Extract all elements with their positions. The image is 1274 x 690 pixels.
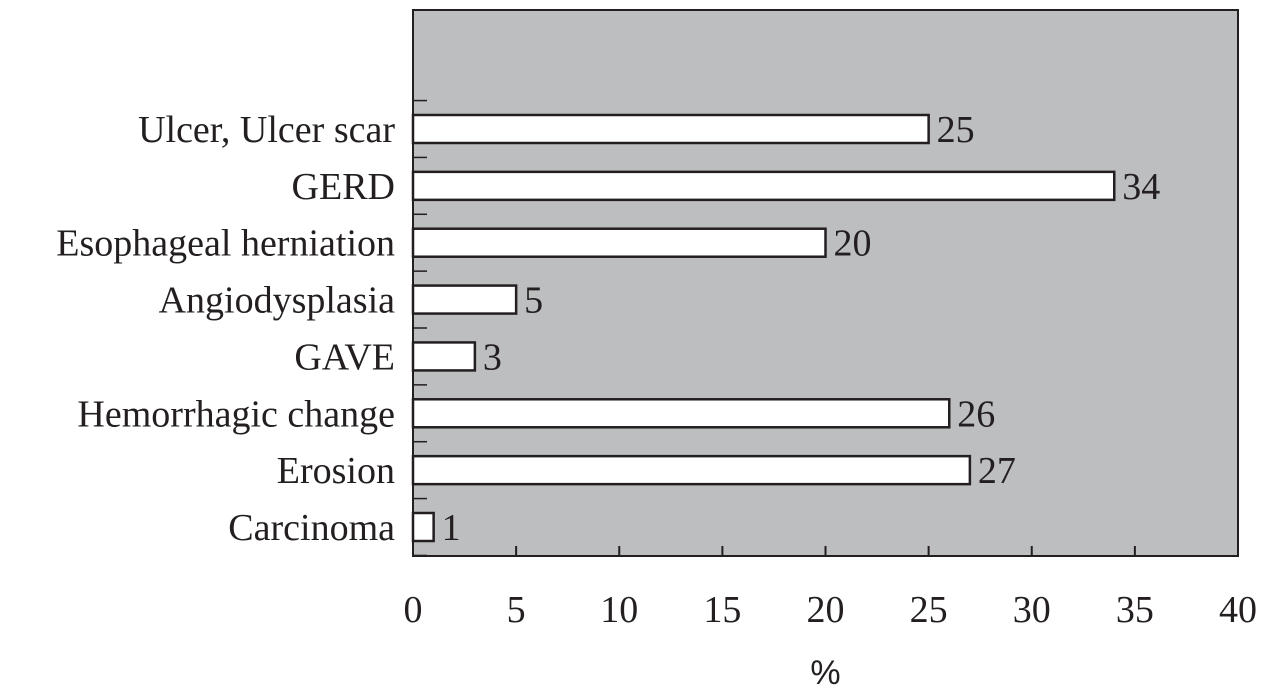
x-tick-label: 5 bbox=[507, 589, 526, 631]
value-label: 20 bbox=[834, 223, 872, 265]
category-label: Erosion bbox=[277, 450, 395, 492]
x-tick-label: 40 bbox=[1219, 589, 1257, 631]
x-tick-label: 25 bbox=[910, 589, 948, 631]
x-tick-label: 15 bbox=[703, 589, 741, 631]
bar bbox=[411, 227, 827, 258]
bar bbox=[411, 454, 972, 486]
value-label: 26 bbox=[957, 393, 995, 435]
bar bbox=[411, 284, 518, 315]
x-tick-label: 30 bbox=[1013, 589, 1051, 631]
category-label: GERD bbox=[292, 166, 395, 208]
bar bbox=[411, 113, 930, 145]
x-axis-ticks bbox=[412, 546, 1239, 556]
bar bbox=[411, 341, 477, 372]
value-label: 5 bbox=[524, 280, 543, 322]
x-tick-label: 35 bbox=[1116, 589, 1154, 631]
bars bbox=[411, 113, 1116, 543]
value-label: 34 bbox=[1122, 166, 1160, 208]
y-axis-ticks bbox=[413, 99, 427, 557]
category-label: GAVE bbox=[294, 336, 395, 378]
value-label: 25 bbox=[937, 109, 975, 151]
x-axis-title: % bbox=[810, 654, 840, 690]
x-tick-labels: 0 5 10 15 20 25 30 35 40 bbox=[404, 589, 1258, 631]
category-label: Esophageal herniation bbox=[56, 223, 395, 265]
value-label: 27 bbox=[978, 450, 1016, 492]
value-label: 3 bbox=[483, 336, 502, 378]
category-label: Carcinoma bbox=[228, 507, 395, 549]
category-label: Ulcer, Ulcer scar bbox=[138, 109, 395, 151]
value-label: 1 bbox=[442, 507, 461, 549]
value-labels: 25 34 20 53 26 27 1 bbox=[442, 109, 1161, 549]
x-tick-label: 20 bbox=[807, 589, 845, 631]
category-labels: Ulcer, Ulcer scar GERD Esophageal herniati… bbox=[56, 109, 395, 549]
bar bbox=[411, 511, 435, 543]
x-tick-label: 10 bbox=[600, 589, 638, 631]
category-label: Angiodysplasia bbox=[159, 280, 396, 322]
bar bbox=[411, 170, 1116, 202]
category-label: Hemorrhagic change bbox=[77, 393, 395, 435]
bar bbox=[411, 398, 951, 429]
x-tick-label: 0 bbox=[404, 589, 423, 631]
